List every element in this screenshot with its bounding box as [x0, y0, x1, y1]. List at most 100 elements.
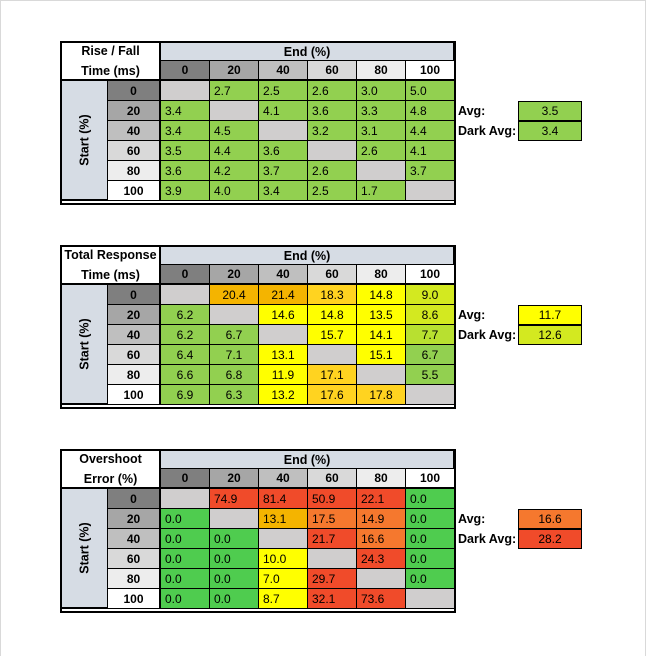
heatmap-cell: 14.1	[357, 325, 406, 345]
column-header: 0	[161, 469, 210, 489]
heatmap-cell: 2.5	[308, 181, 357, 201]
heatmap-cell: 3.5	[161, 141, 210, 161]
heatmap-table: Rise / Fall Time (ms) End (%) 0 20 40 60 80 100 S…	[60, 41, 456, 205]
heatmap-cell: 0.0	[161, 589, 210, 609]
row-header: 60	[108, 549, 161, 569]
page-border-top	[0, 0, 646, 1]
heatmap-cell: 9.0	[406, 285, 455, 305]
dark-avg-value: 3.4	[518, 121, 582, 141]
heatmap-cell: 3.0	[357, 81, 406, 101]
row-header: 100	[108, 181, 161, 201]
heatmap-cell: 14.8	[308, 305, 357, 325]
end-axis-label: End (%)	[161, 41, 455, 61]
row-header: 100	[108, 589, 161, 609]
heatmap-cell	[259, 529, 308, 549]
heatmap-cell: 3.4	[259, 181, 308, 201]
row-header: 100	[108, 385, 161, 405]
start-axis-label-text: Start (%)	[77, 318, 92, 370]
row-header: 0	[108, 285, 161, 305]
heatmap-cell: 0.0	[210, 549, 259, 569]
heatmap-cell	[259, 121, 308, 141]
heatmap-block: Total Response Time (ms) End (%) 0 20 40 60 80 1…	[60, 245, 582, 409]
heatmap-cell: 73.6	[357, 589, 406, 609]
heatmap-cell: 0.0	[210, 569, 259, 589]
heatmap-cell: 4.1	[406, 141, 455, 161]
table-title-line: Time (ms)	[81, 268, 140, 282]
heatmap-cell	[210, 509, 259, 529]
heatmap-cell: 4.4	[210, 141, 259, 161]
heatmap-cell: 3.6	[161, 161, 210, 181]
heatmap-cell: 7.0	[259, 569, 308, 589]
heatmap-cell: 17.8	[357, 385, 406, 405]
page-border-left	[0, 0, 1, 656]
heatmap-cell: 8.6	[406, 305, 455, 325]
avg-label: Avg:	[458, 308, 486, 322]
heatmap-cell: 4.1	[259, 101, 308, 121]
heatmap-cell: 22.1	[357, 489, 406, 509]
heatmap-table: Total Response Time (ms) End (%) 0 20 40 60 80 1…	[60, 245, 456, 409]
heatmap-cell	[161, 81, 210, 101]
heatmap-cell: 6.3	[210, 385, 259, 405]
heatmap-cell: 0.0	[406, 569, 455, 589]
heatmap-cell: 4.4	[406, 121, 455, 141]
heatmap-cell: 6.2	[161, 325, 210, 345]
column-header: 100	[406, 469, 455, 489]
column-header: 80	[357, 265, 406, 285]
heatmap-cell: 13.1	[259, 509, 308, 529]
heatmap-cell	[357, 365, 406, 385]
heatmap-cell	[259, 325, 308, 345]
heatmap-cell: 2.6	[308, 161, 357, 181]
column-header: 0	[161, 265, 210, 285]
start-axis-label: Start (%)	[60, 285, 108, 405]
start-axis-label-text: Start (%)	[77, 114, 92, 166]
row-header: 60	[108, 345, 161, 365]
start-axis-label: Start (%)	[60, 81, 108, 201]
start-axis-label: Start (%)	[60, 489, 108, 609]
heatmap-cell	[357, 161, 406, 181]
heatmap-cell: 81.4	[259, 489, 308, 509]
heatmap-cell: 0.0	[210, 589, 259, 609]
heatmap-block: Overshoot Error (%) End (%) 0 20 40 60 80 100 Sta…	[60, 449, 582, 613]
column-header: 60	[308, 265, 357, 285]
dark-avg-label: Dark Avg:	[458, 124, 517, 138]
heatmap-cell	[308, 549, 357, 569]
heatmap-cell: 16.6	[357, 529, 406, 549]
column-header: 20	[210, 469, 259, 489]
avg-value: 16.6	[518, 509, 582, 529]
heatmap-cell: 15.1	[357, 345, 406, 365]
heatmap-cell: 3.7	[259, 161, 308, 181]
end-axis-label: End (%)	[161, 245, 455, 265]
row-header: 20	[108, 305, 161, 325]
heatmap-cell: 17.6	[308, 385, 357, 405]
column-header: 40	[259, 265, 308, 285]
table-title-line: Rise / Fall	[81, 44, 140, 58]
heatmap-cell	[406, 181, 455, 201]
heatmap-cell: 3.3	[357, 101, 406, 121]
heatmap-cell: 13.5	[357, 305, 406, 325]
heatmap-cell: 7.1	[210, 345, 259, 365]
column-header: 0	[161, 61, 210, 81]
start-axis-label-text: Start (%)	[77, 522, 92, 574]
heatmap-cell	[308, 345, 357, 365]
heatmap-cell: 3.9	[161, 181, 210, 201]
table-title-line: Total Response	[64, 248, 157, 262]
heatmap-cell: 3.4	[161, 121, 210, 141]
heatmap-cell	[161, 285, 210, 305]
heatmap-cell: 6.6	[161, 365, 210, 385]
avg-label: Avg:	[458, 512, 486, 526]
heatmap-cell: 50.9	[308, 489, 357, 509]
heatmap-cell: 21.4	[259, 285, 308, 305]
heatmap-cell: 14.8	[357, 285, 406, 305]
row-header: 0	[108, 81, 161, 101]
heatmap-cell: 0.0	[161, 509, 210, 529]
row-header: 0	[108, 489, 161, 509]
heatmap-cell	[210, 305, 259, 325]
heatmap-cell: 4.8	[406, 101, 455, 121]
heatmap-cell: 6.7	[406, 345, 455, 365]
heatmap-cell	[406, 589, 455, 609]
heatmap-cell: 2.5	[259, 81, 308, 101]
heatmap-cell: 3.6	[259, 141, 308, 161]
heatmap-cell: 0.0	[210, 529, 259, 549]
heatmap-cell: 32.1	[308, 589, 357, 609]
